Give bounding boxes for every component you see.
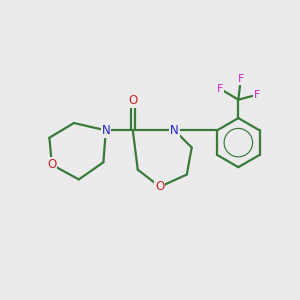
Text: F: F xyxy=(217,84,223,94)
Text: F: F xyxy=(238,74,244,84)
Text: N: N xyxy=(101,124,110,137)
Text: O: O xyxy=(155,180,164,193)
Text: N: N xyxy=(170,124,179,137)
Text: F: F xyxy=(254,90,260,100)
Text: O: O xyxy=(47,158,56,171)
Text: O: O xyxy=(128,94,137,107)
